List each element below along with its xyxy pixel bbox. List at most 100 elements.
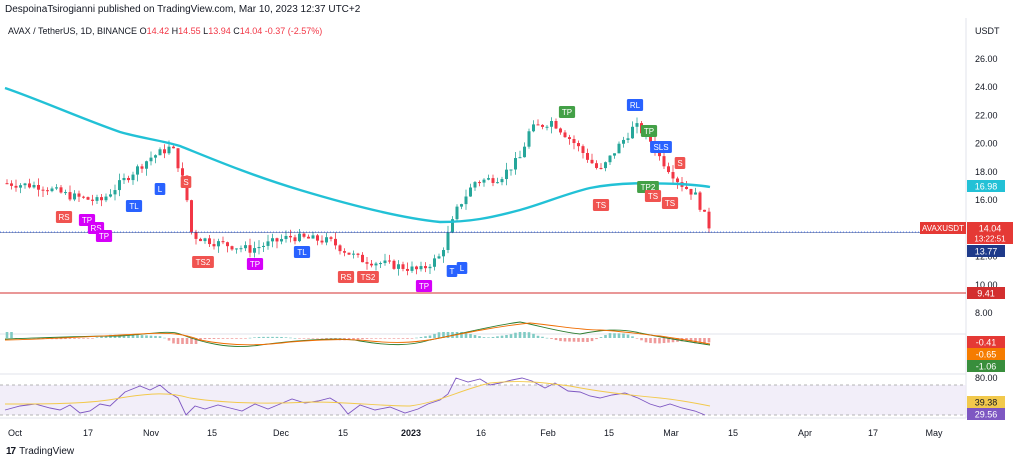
rsi-tags: 39.38 29.56 (967, 396, 1005, 420)
macd-bar (437, 332, 441, 338)
open-label: O (139, 26, 147, 36)
price-tick-label: 8.00 (975, 308, 993, 318)
candle-body (392, 260, 396, 269)
candle-body (523, 146, 526, 158)
candle-body (257, 246, 261, 249)
candle-body (581, 146, 585, 153)
macd-bar (478, 336, 481, 338)
tradingview-footer[interactable]: 17 TradingView (6, 446, 74, 457)
candle-body (226, 242, 229, 247)
candlestick-series (5, 117, 711, 276)
svg-text:TP: TP (99, 232, 109, 241)
macd-bar (104, 335, 108, 338)
macd-bar (199, 338, 202, 341)
macd-bar (658, 338, 661, 344)
signal-label: TS2 (357, 271, 379, 283)
macd-bar (289, 337, 292, 339)
candle-body (19, 185, 22, 188)
candle-body (127, 177, 130, 181)
macd-bar (406, 338, 409, 339)
svg-text:TP: TP (419, 282, 429, 291)
macd-bar (532, 333, 535, 338)
candle-body (676, 178, 679, 183)
macd-bar (311, 338, 315, 339)
macd-bar (293, 338, 297, 339)
high-value: 14.55 (178, 26, 201, 36)
signal-label: L (154, 183, 166, 195)
signal-label: SLS (650, 141, 672, 153)
symbol-name[interactable]: AVAX / TetherUS, 1D, BINANCE (8, 26, 138, 36)
candle-body (365, 262, 369, 264)
macd-bar (365, 338, 369, 339)
candle-body (599, 167, 603, 169)
macd-bar (253, 337, 256, 338)
macd-bar (442, 332, 445, 338)
candle-body (248, 245, 252, 253)
candle-body (352, 253, 355, 255)
signal-label: TS (592, 199, 610, 211)
macd-bar (415, 337, 418, 339)
macd-bar (262, 336, 265, 338)
svg-text:TS: TS (665, 199, 675, 208)
macd-bar (644, 338, 648, 343)
svg-text:RS: RS (90, 224, 101, 233)
time-axis[interactable]: Oct 17 Nov 15 Dec 15 2023 16 Feb 15 Mar 15 Apr 17 May (8, 428, 943, 438)
macd-bar (176, 338, 180, 344)
candle-body (433, 258, 436, 267)
macd-bar (689, 338, 693, 343)
candle-body (172, 146, 175, 149)
candle-body (203, 238, 207, 242)
tradingview-logo-icon: 17 (6, 446, 16, 457)
time-tick-label: 17 (868, 428, 878, 438)
macd-bar (167, 338, 171, 341)
svg-text:S: S (677, 159, 682, 168)
time-tick-label: Dec (273, 428, 290, 438)
macd-bar (694, 338, 697, 344)
open-value: 14.42 (146, 26, 170, 36)
macd-bar (559, 338, 562, 342)
candle-body (140, 166, 144, 169)
candle-body (505, 169, 508, 180)
rsi-upper-label: 80.00 (975, 373, 998, 383)
candle-body (217, 241, 220, 247)
candle-body (572, 139, 576, 144)
macd-bar (145, 335, 148, 338)
macd-bar (433, 333, 436, 338)
signal-label: TS (644, 190, 662, 202)
macd-bar (91, 338, 94, 339)
macd-bar (388, 338, 391, 339)
candle-body (208, 238, 211, 245)
candle-body (293, 237, 297, 242)
candle-body (275, 238, 279, 242)
price-tick-label: 22.00 (975, 110, 998, 120)
candle-body (280, 239, 283, 242)
macd-bar (100, 336, 103, 338)
candle-body (613, 153, 616, 156)
candle-body (469, 187, 472, 197)
time-tick-label: 17 (83, 428, 93, 438)
candle-body (527, 131, 531, 147)
signal-label: TS (661, 197, 679, 209)
macd-bar (631, 336, 634, 338)
candle-body (77, 193, 81, 197)
macd-bar (446, 332, 450, 338)
macd-bar (563, 338, 567, 342)
high-label: H (171, 26, 179, 36)
time-tick-label: Mar (663, 428, 679, 438)
candle-body (608, 155, 612, 163)
macd-bar (190, 338, 193, 344)
candle-body (586, 152, 589, 160)
candle-body (532, 124, 535, 132)
candle-body (689, 188, 693, 195)
candle-body (334, 238, 337, 246)
price-tick-label: 16.00 (975, 195, 998, 205)
candle-body (446, 232, 450, 250)
candle-body (559, 128, 562, 133)
candle-body (577, 143, 580, 147)
tradingview-brand: TradingView (19, 446, 75, 457)
candle-body (671, 172, 675, 179)
candle-body (383, 260, 387, 264)
macd-bar (379, 338, 382, 339)
macd-bar (347, 338, 351, 341)
